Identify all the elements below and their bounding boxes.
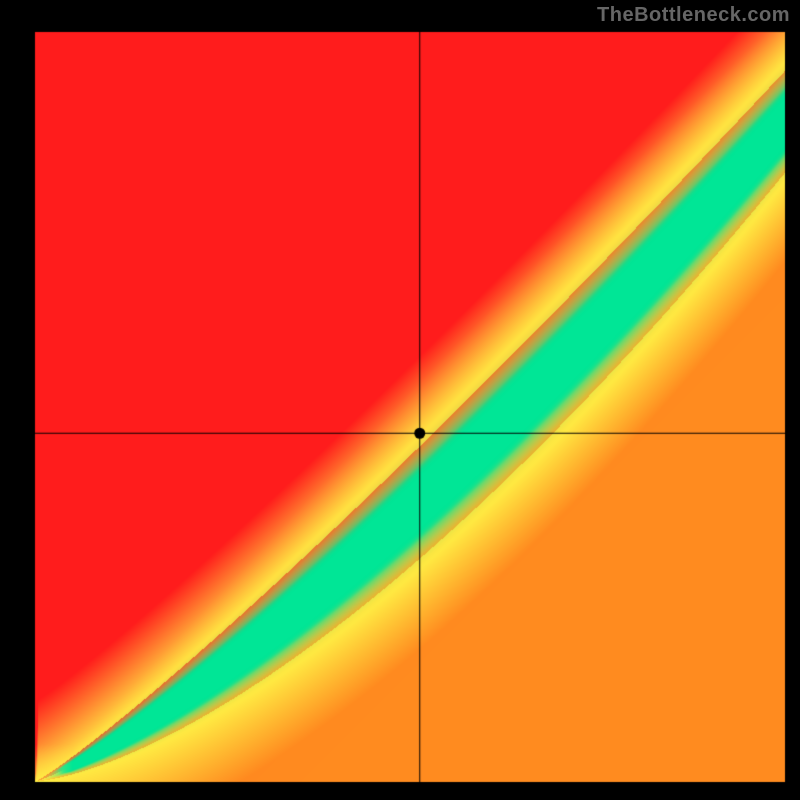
- watermark-text: TheBottleneck.com: [597, 4, 790, 27]
- bottleneck-heatmap: [0, 0, 800, 800]
- chart-container: TheBottleneck.com: [0, 0, 800, 800]
